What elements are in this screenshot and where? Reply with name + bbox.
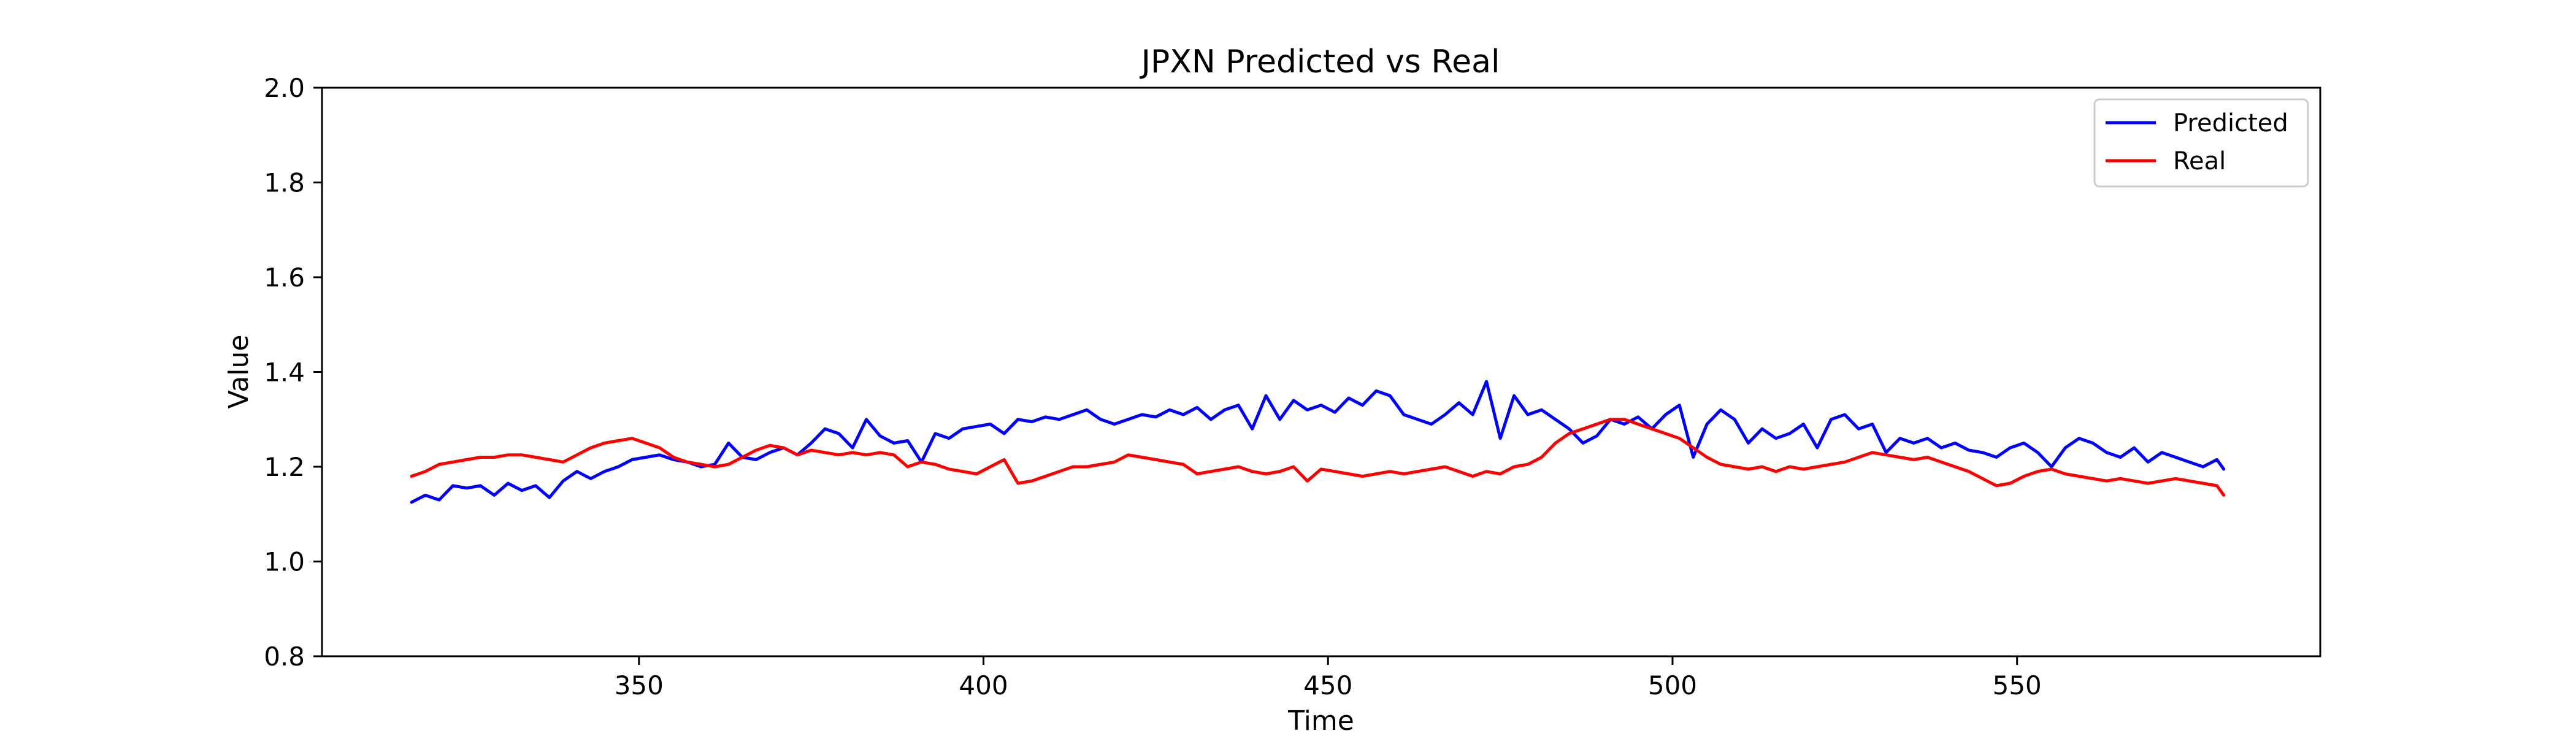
x-tick-label: 450 [1303, 670, 1352, 700]
x-tick-label: 350 [615, 670, 664, 700]
y-tick-label: 1.8 [264, 168, 305, 198]
x-axis: 350 400 450 500 550 [615, 656, 2042, 700]
series-line-predicted [410, 380, 2226, 504]
y-tick-label: 1.4 [264, 358, 305, 388]
legend-label-real: Real [2173, 147, 2226, 175]
y-tick-label: 1.2 [264, 452, 305, 482]
y-tick-label: 2.0 [264, 73, 305, 103]
legend: Predicted Real [2093, 98, 2309, 188]
legend-label-predicted: Predicted [2173, 109, 2288, 137]
x-tick-label: 500 [1648, 670, 1697, 700]
x-axis-label: Time [1287, 705, 1354, 736]
x-tick-label: 550 [1993, 670, 2042, 700]
series-line-real [410, 418, 2226, 497]
y-tick-label: 1.6 [264, 263, 305, 293]
y-axis: 0.8 1.0 1.2 1.4 1.6 1.8 2.0 [264, 73, 322, 672]
y-tick-label: 1.0 [264, 547, 305, 577]
y-tick-label: 0.8 [264, 642, 305, 672]
x-tick-label: 400 [959, 670, 1008, 700]
series-layer [410, 380, 2226, 504]
y-axis-label: Value [223, 335, 255, 409]
chart-title: JPXN Predicted vs Real [1140, 44, 1500, 80]
